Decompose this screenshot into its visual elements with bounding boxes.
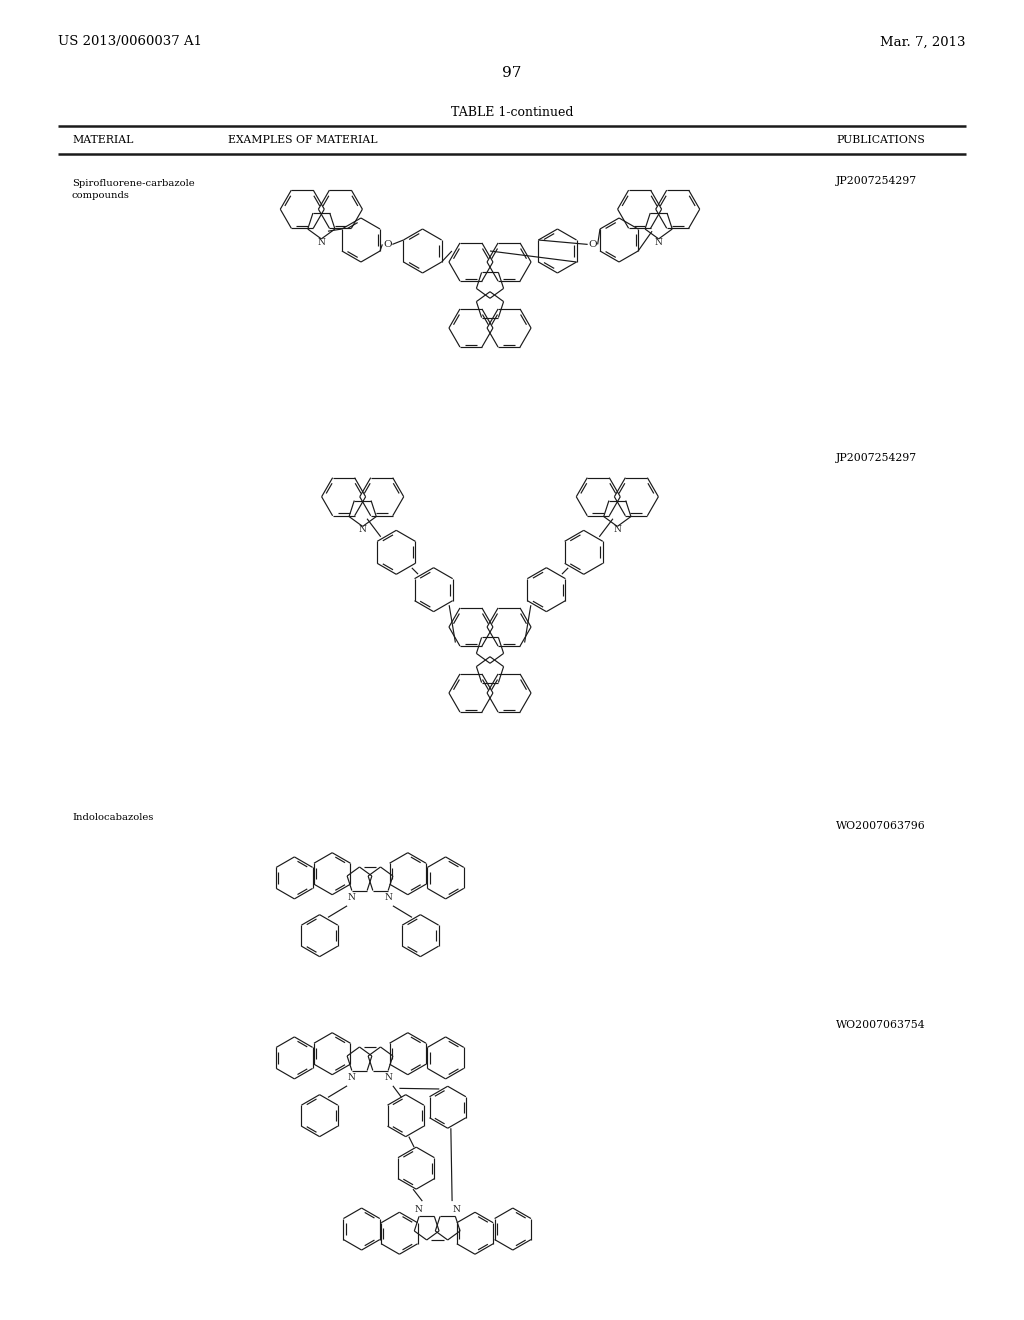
Text: WO2007063754: WO2007063754 xyxy=(836,1020,926,1030)
Text: N: N xyxy=(385,1073,393,1082)
Text: Mar. 7, 2013: Mar. 7, 2013 xyxy=(881,36,966,49)
Text: WO2007063796: WO2007063796 xyxy=(836,821,926,832)
Text: N: N xyxy=(654,238,663,247)
Text: JP2007254297: JP2007254297 xyxy=(836,176,918,186)
Text: US 2013/0060037 A1: US 2013/0060037 A1 xyxy=(58,36,202,49)
Text: N: N xyxy=(415,1205,422,1213)
Text: N: N xyxy=(385,894,393,903)
Text: MATERIAL: MATERIAL xyxy=(72,135,133,145)
Text: N: N xyxy=(347,894,355,903)
Text: O: O xyxy=(589,240,597,249)
Text: TABLE 1-continued: TABLE 1-continued xyxy=(451,106,573,119)
Text: N: N xyxy=(613,525,622,535)
Text: compounds: compounds xyxy=(72,191,130,201)
Text: PUBLICATIONS: PUBLICATIONS xyxy=(836,135,925,145)
Text: N: N xyxy=(317,238,326,247)
Text: N: N xyxy=(358,525,367,535)
Text: N: N xyxy=(347,1073,355,1082)
Text: N: N xyxy=(453,1205,460,1213)
Text: 97: 97 xyxy=(503,66,521,81)
Text: O: O xyxy=(383,240,391,249)
Text: Indolocabazoles: Indolocabazoles xyxy=(72,813,154,821)
Text: JP2007254297: JP2007254297 xyxy=(836,453,918,463)
Text: Spirofluorene-carbazole: Spirofluorene-carbazole xyxy=(72,178,195,187)
Text: EXAMPLES OF MATERIAL: EXAMPLES OF MATERIAL xyxy=(228,135,378,145)
